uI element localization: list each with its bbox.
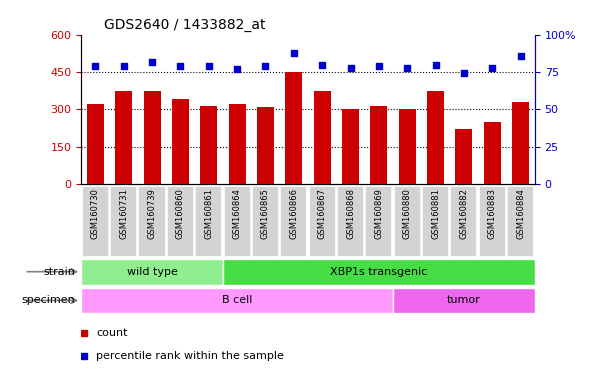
Text: GSM160861: GSM160861 [204,188,213,239]
Bar [87,104,104,184]
Point [403,65,412,71]
Point [374,63,383,69]
Bar [200,106,218,184]
Text: wild type: wild type [127,266,177,277]
Text: GSM160866: GSM160866 [289,188,298,239]
FancyBboxPatch shape [252,186,278,256]
Text: count: count [96,328,127,338]
FancyBboxPatch shape [507,186,533,256]
FancyBboxPatch shape [195,186,221,256]
FancyBboxPatch shape [308,186,335,256]
Bar [370,106,388,184]
FancyBboxPatch shape [223,259,535,285]
Bar [172,99,189,184]
Text: GSM160864: GSM160864 [233,188,242,239]
Text: GSM160868: GSM160868 [346,188,355,239]
FancyBboxPatch shape [224,186,249,256]
Bar [456,129,472,184]
Point [317,61,327,68]
Bar [484,122,501,184]
Point [204,63,213,69]
Point [289,50,299,56]
Bar [115,91,132,184]
Point [261,63,270,69]
Bar [342,109,359,184]
FancyBboxPatch shape [110,186,136,256]
Text: GSM160867: GSM160867 [318,188,327,239]
Point [119,63,129,69]
Bar [144,91,160,184]
FancyBboxPatch shape [450,186,477,256]
Text: GSM160739: GSM160739 [147,188,156,239]
Text: tumor: tumor [447,295,481,306]
FancyBboxPatch shape [394,186,419,256]
Bar [399,109,416,184]
Text: specimen: specimen [22,295,75,306]
Text: GSM160731: GSM160731 [119,188,128,239]
Point [459,70,469,76]
FancyBboxPatch shape [81,259,223,285]
Text: GSM160869: GSM160869 [374,188,383,239]
Bar [314,91,331,184]
Text: strain: strain [43,266,75,277]
Text: B cell: B cell [222,295,252,306]
FancyBboxPatch shape [393,288,535,313]
FancyBboxPatch shape [422,186,448,256]
Point [346,65,355,71]
Text: GSM160860: GSM160860 [176,188,185,239]
Text: GSM160884: GSM160884 [516,188,525,239]
Point [233,66,242,72]
Point [431,61,441,68]
Text: GSM160881: GSM160881 [431,188,440,239]
FancyBboxPatch shape [280,186,307,256]
Text: percentile rank within the sample: percentile rank within the sample [96,351,284,361]
Point [516,53,525,59]
Point [487,65,497,71]
FancyBboxPatch shape [82,186,108,256]
Text: GSM160883: GSM160883 [488,188,497,239]
Text: XBP1s transgenic: XBP1s transgenic [330,266,427,277]
Bar [427,91,444,184]
Point [91,63,100,69]
Text: GDS2640 / 1433882_at: GDS2640 / 1433882_at [104,18,265,32]
FancyBboxPatch shape [479,186,505,256]
FancyBboxPatch shape [81,288,393,313]
Text: GSM160865: GSM160865 [261,188,270,239]
Text: GSM160882: GSM160882 [460,188,469,239]
Text: GSM160880: GSM160880 [403,188,412,239]
Point [175,63,185,69]
Bar [257,107,274,184]
FancyBboxPatch shape [167,186,193,256]
Text: GSM160730: GSM160730 [91,188,100,239]
Bar [512,102,529,184]
Bar [285,72,302,184]
FancyBboxPatch shape [365,186,391,256]
Point [147,58,157,65]
FancyBboxPatch shape [337,186,363,256]
FancyBboxPatch shape [138,186,165,256]
Bar [228,104,246,184]
